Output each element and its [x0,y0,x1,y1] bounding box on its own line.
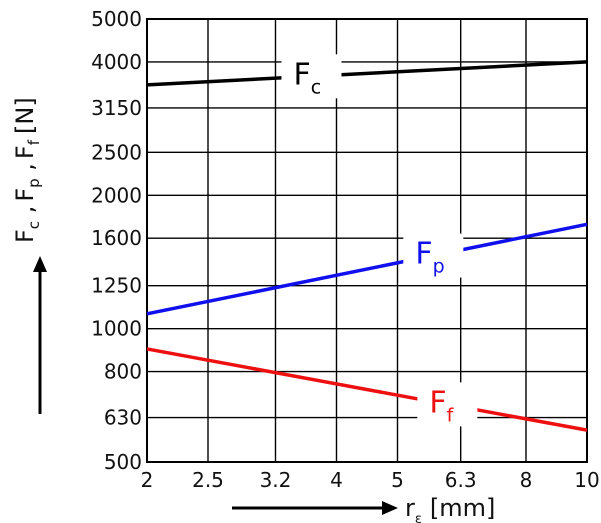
y-tick-label: 1600 [91,226,142,250]
plot-frame [146,18,588,463]
series-label-bg [417,382,478,427]
y-tick-label: 1000 [91,317,142,341]
y-tick-label: 800 [104,360,142,384]
series-labels: Fc Fp Ff [281,54,478,427]
x-tick-label: 4 [330,468,343,492]
y-tick-label: 3150 [91,96,142,120]
series-label-Fp: Fp [415,237,444,278]
x-tick-label: 3.2 [260,468,292,492]
x-tick-label: 6.3 [445,468,477,492]
series-label-Ff: Ff [429,385,454,426]
y-axis-label: Fc ,Fp ,Ff[N] [11,97,43,243]
x-tick-labels: 2 2.5 3.2 4 5 6.3 8 10 [141,468,600,492]
x-axis-arrow-head [382,501,398,515]
y-tick-label: 500 [104,450,142,474]
y-tick-label: 2000 [91,183,142,207]
grid [146,18,588,463]
series-label-Fc: Fc [293,57,321,98]
y-axis-arrow-head [33,256,47,272]
y-axis-label-text: Fc ,Fp ,Ff[N] [11,97,43,243]
series-label-bg [403,233,464,278]
x-tick-label: 10 [574,468,599,492]
y-tick-labels: 500 630 800 1000 1250 1600 2000 2500 3150 4000 500… [91,7,142,474]
series-line-Fp [146,222,588,316]
series-line-Ff [146,347,588,432]
y-tick-label: 1250 [91,274,142,298]
x-axis-label: rε [mm] [405,494,495,523]
series-line-Fc [146,60,588,87]
series-label-bg [281,54,342,99]
series-lines [146,60,588,432]
y-tick-label: 4000 [91,50,142,74]
x-tick-label: 8 [520,468,533,492]
x-tick-label: 2.5 [192,468,224,492]
y-tick-label: 630 [104,406,142,430]
x-tick-label: 2 [141,468,154,492]
y-tick-label: 2500 [91,140,142,164]
y-tick-label: 5000 [91,7,142,31]
x-tick-label: 5 [391,468,404,492]
